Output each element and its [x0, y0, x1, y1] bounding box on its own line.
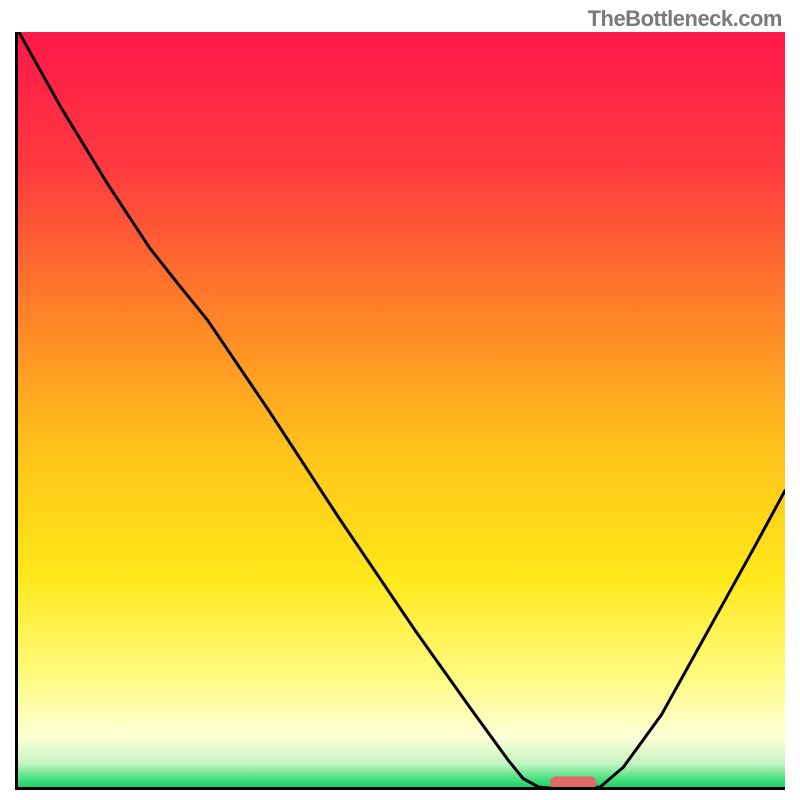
watermark-text: TheBottleneck.com [588, 6, 782, 32]
axes [17, 32, 786, 789]
chart-overlay [15, 32, 785, 790]
bottleneck-curve [19, 32, 785, 788]
bottleneck-chart [15, 32, 785, 790]
